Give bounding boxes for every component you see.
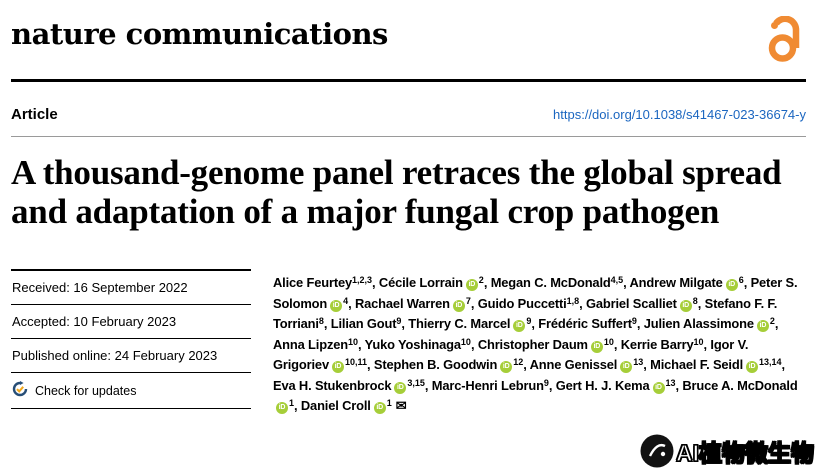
main-columns: Received: 16 September 2022 Accepted: 10 … xyxy=(11,269,806,417)
author: Julien Alassimone iD 2 xyxy=(643,316,775,332)
watermark-text: AI植物微生物 xyxy=(675,439,814,466)
author: Megan C. McDonald4,5 xyxy=(490,275,624,290)
author: Alice Feurtey1,2,3 xyxy=(273,275,373,290)
meta-row: Accepted: 10 February 2023 xyxy=(11,305,251,339)
article-meta-panel: Received: 16 September 2022 Accepted: 10 … xyxy=(11,269,251,409)
article-type-label: Article xyxy=(11,106,58,123)
affiliation-sup: 10 xyxy=(460,336,471,347)
author: Guido Puccetti1,8 xyxy=(477,295,580,311)
affiliation-sup: 9 xyxy=(526,316,532,326)
affiliation-sup: 4 xyxy=(343,295,349,306)
author: Kerrie Barry10 xyxy=(620,336,704,352)
affiliation-sup: 8 xyxy=(692,295,698,306)
author: Bruce A. McDonaldiD 1 xyxy=(273,378,798,414)
affiliation-sup: 13 xyxy=(665,377,676,388)
affiliation-sup: 3,15 xyxy=(407,377,425,388)
affiliation-sup: 9 xyxy=(631,316,637,326)
affiliation-sup: 12 xyxy=(513,357,524,367)
check-for-updates-label: Check for updates xyxy=(35,383,137,398)
author: Stefano F. F. Torriani8 xyxy=(273,295,778,332)
orcid-icon[interactable]: iD xyxy=(756,320,769,332)
affiliation-sup: 1,2,3 xyxy=(352,275,373,285)
watermark-logo-icon xyxy=(640,434,674,468)
affiliation-sup: 2 xyxy=(478,275,484,285)
author: Marc-Henri Lebrun9 xyxy=(431,377,549,393)
orcid-icon[interactable]: iD xyxy=(652,381,665,394)
orcid-icon[interactable]: iD xyxy=(725,279,738,291)
author: Stephen B. Goodwin iD 12 xyxy=(373,357,524,373)
meta-row: Published online: 24 February 2023 xyxy=(11,339,251,373)
author: Rachael Warren iD 7 xyxy=(354,295,471,312)
journal-header: nature communications xyxy=(11,14,806,82)
orcid-icon[interactable]: iD xyxy=(513,320,526,332)
affiliation-sup: 6 xyxy=(738,275,744,285)
author: Peter S. Solomon iD 4 xyxy=(273,275,798,312)
orcid-icon[interactable]: iD xyxy=(465,279,478,291)
meta-rows: Received: 16 September 2022 Accepted: 10 … xyxy=(11,271,251,373)
affiliation-sup: 10 xyxy=(693,336,704,347)
check-for-updates-button[interactable]: Check for updates xyxy=(11,373,251,408)
affiliation-sup: 10 xyxy=(347,336,358,347)
author: Eva H. Stukenbrock iD 3,15 xyxy=(273,377,425,394)
author: Gert H. J. Kema iD 13 xyxy=(555,377,676,394)
affiliation-sup: 8 xyxy=(318,316,324,326)
crossmark-icon xyxy=(12,381,28,400)
affiliation-sup: 9 xyxy=(543,377,549,388)
orcid-icon[interactable]: iD xyxy=(330,299,343,312)
author: Frédéric Suffert9 xyxy=(538,316,637,331)
orcid-icon[interactable]: iD xyxy=(452,299,465,312)
meta-row: Received: 16 September 2022 xyxy=(11,271,251,305)
author-block: Alice Feurtey1,2,3, Cécile Lorrain iD 2, M… xyxy=(273,269,806,417)
orcid-icon[interactable]: iD xyxy=(394,381,407,394)
orcid-icon[interactable]: iD xyxy=(679,299,692,312)
author-paragraph: Alice Feurtey1,2,3, Cécile Lorrain iD 2, M… xyxy=(273,275,798,414)
author: Thierry C. Marcel iD 9 xyxy=(408,316,532,332)
doi-link[interactable]: https://doi.org/10.1038/s41467-023-36674… xyxy=(553,107,806,122)
email-icon[interactable]: ✉ xyxy=(395,398,407,413)
affiliation-sup: 1 xyxy=(386,398,392,408)
author: Andrew Milgate iD 6 xyxy=(629,275,744,291)
author: Anne Genissel iD 13 xyxy=(529,357,644,373)
orcid-icon[interactable]: iD xyxy=(500,361,513,373)
author: Igor V. Grigoriev iD 10,11 xyxy=(273,336,749,373)
affiliation-sup: 7 xyxy=(465,295,471,306)
author: Cécile Lorrain iD 2 xyxy=(378,275,484,291)
affiliation-sup: 1 xyxy=(289,398,295,408)
affiliation-sup: 13 xyxy=(633,357,644,367)
author: Anna Lipzen10 xyxy=(273,336,358,352)
author: Lilian Gout9 xyxy=(330,316,402,331)
author: Michael F. Seidl iD 13,14 xyxy=(650,357,782,373)
article-title: A thousand-genome panel retraces the glo… xyxy=(11,153,782,231)
journal-logo: nature communications xyxy=(11,17,388,51)
orcid-icon[interactable]: iD xyxy=(373,402,386,414)
affiliation-sup: 13,14 xyxy=(759,357,782,367)
orcid-icon[interactable]: iD xyxy=(276,402,288,414)
author: Christopher Daum iD 10 xyxy=(477,336,614,353)
affiliation-sup: 10,11 xyxy=(344,357,367,367)
watermark: AI植物微生物 xyxy=(640,434,815,468)
affiliation-sup: 4,5 xyxy=(610,275,624,285)
affiliation-sup: 1,8 xyxy=(566,295,580,306)
orcid-icon[interactable]: iD xyxy=(331,361,344,373)
author: Yuko Yoshinaga10 xyxy=(364,336,471,352)
open-access-icon xyxy=(767,15,803,69)
affiliation-sup: 2 xyxy=(769,316,775,326)
orcid-icon[interactable]: iD xyxy=(590,340,603,353)
orcid-icon[interactable]: iD xyxy=(746,361,759,373)
affiliation-sup: 10 xyxy=(603,336,614,347)
orcid-icon[interactable]: iD xyxy=(620,361,633,373)
author: Daniel Croll iD 1 ✉ xyxy=(300,398,407,414)
author: Gabriel Scalliet iD 8 xyxy=(585,295,698,312)
affiliation-sup: 9 xyxy=(396,316,402,326)
article-bar: Article https://doi.org/10.1038/s41467-0… xyxy=(11,106,806,137)
